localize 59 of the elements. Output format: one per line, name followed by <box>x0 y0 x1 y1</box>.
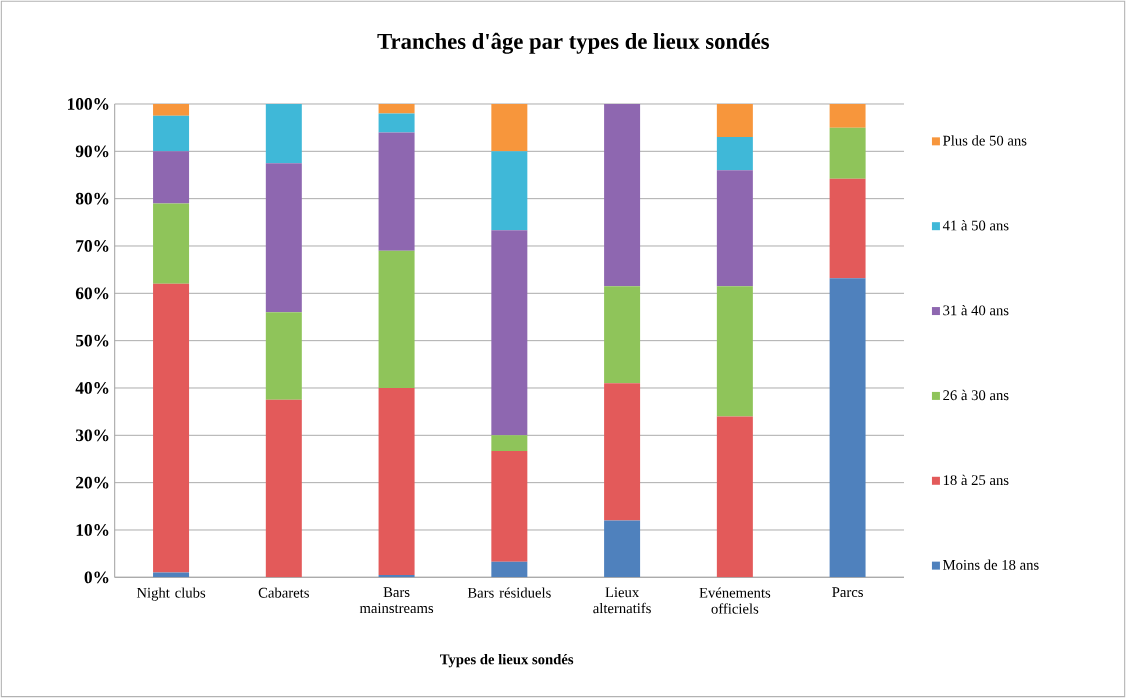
bar <box>378 103 415 114</box>
y-tick-label: 40% <box>75 382 109 394</box>
bar <box>829 278 866 578</box>
legend-label: 18 à 25 ans <box>943 474 1009 486</box>
y-tick-label: 0% <box>84 571 109 584</box>
bar <box>716 416 753 578</box>
bar <box>604 520 641 578</box>
x-tick-label: Bars mainstreams <box>359 587 434 614</box>
bar <box>604 286 641 384</box>
bar <box>829 103 866 128</box>
bar <box>153 203 190 284</box>
bar <box>829 127 866 179</box>
bar <box>491 230 528 436</box>
x-tick-label: Parcs <box>832 587 863 598</box>
bar <box>378 132 415 251</box>
y-tick-label: 70% <box>76 240 109 252</box>
bar <box>604 103 641 287</box>
bar <box>265 312 302 400</box>
x-tick-label: Cabarets <box>258 587 309 598</box>
bar <box>378 387 415 575</box>
bar <box>716 137 753 171</box>
bar <box>491 450 528 562</box>
legend-label: Moins de 18 ans <box>943 559 1039 570</box>
y-tick-label: 90% <box>75 145 109 158</box>
x-tick-label: Night clubs <box>136 587 206 601</box>
bar <box>491 435 528 451</box>
y-tick-label: 60% <box>75 287 109 300</box>
bar <box>604 383 641 521</box>
bar <box>491 151 528 231</box>
bar <box>265 163 302 313</box>
bar <box>153 151 190 204</box>
bar <box>265 399 302 578</box>
bar <box>378 250 415 388</box>
bar <box>491 561 528 578</box>
x-tick-label: Lieux alternatifs <box>593 587 651 614</box>
bar <box>153 115 190 152</box>
y-tick-label: 100% <box>68 98 109 110</box>
y-tick-label: 10% <box>76 524 109 536</box>
bar <box>829 178 866 279</box>
y-tick-label: 30% <box>75 429 109 442</box>
legend-label: Plus de 50 ans <box>943 135 1027 146</box>
chart-title: Tranches d'âge par types de lieux sondés <box>377 32 770 54</box>
bar <box>716 286 753 417</box>
bar <box>716 103 753 138</box>
bar <box>153 283 190 573</box>
bar <box>716 170 753 287</box>
y-tick-label: 50% <box>75 334 109 347</box>
bar <box>491 103 528 152</box>
bar <box>153 103 190 116</box>
bar <box>265 103 302 164</box>
legend-label: 41 à 50 ans <box>942 220 1009 231</box>
bar <box>378 113 415 133</box>
x-tick-label: Evénements officiels <box>699 587 771 614</box>
y-tick-label: 20% <box>76 476 109 489</box>
y-tick-label: 80% <box>75 192 109 205</box>
x-tick-label: Bars résiduels <box>467 587 551 598</box>
x-axis-title: Types de lieux sondés <box>440 653 574 668</box>
legend-label: 26 à 30 ans <box>943 389 1009 401</box>
legend-label: 31 à 40 ans <box>943 304 1009 316</box>
